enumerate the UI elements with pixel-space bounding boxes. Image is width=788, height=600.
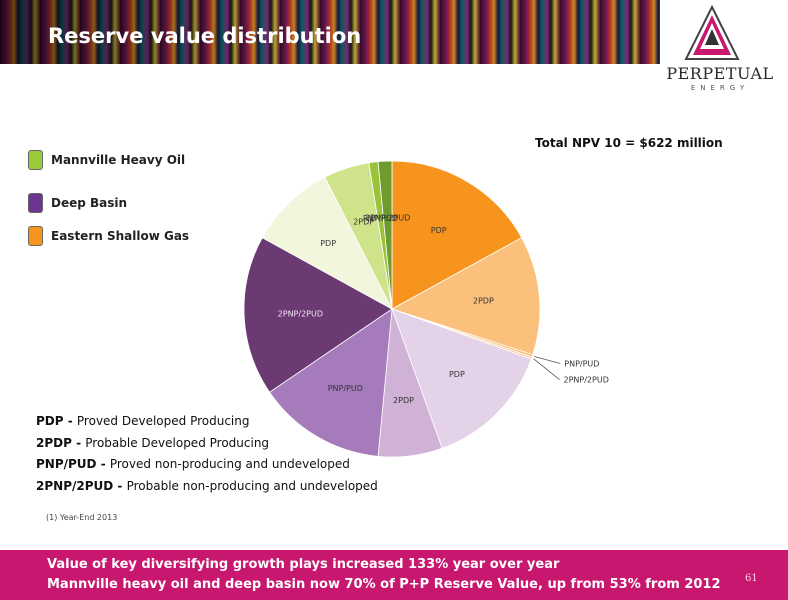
definition-term: PNP/PUD bbox=[36, 457, 97, 471]
footnote: (1) Year-End 2013 bbox=[46, 513, 118, 522]
pie-slice-label: 2PNP/2PUD bbox=[365, 213, 410, 222]
definition-row: 2PDP - Probable Developed Producing bbox=[36, 435, 270, 450]
definition-text: Proved Developed Producing bbox=[76, 414, 250, 428]
pie-slice bbox=[390, 237, 541, 356]
legend-item-eastern-shallow-gas: Eastern Shallow Gas bbox=[28, 226, 189, 246]
pie-slice bbox=[391, 160, 523, 310]
npv-total-label: Total NPV 10 = $622 million bbox=[535, 136, 723, 150]
legend-label: Eastern Shallow Gas bbox=[51, 229, 190, 243]
header-banner bbox=[0, 0, 660, 64]
legend-label: Deep Basin bbox=[51, 196, 128, 210]
pie-slice-label: 2PDP bbox=[393, 396, 414, 405]
legend-item-mannville: Mannville Heavy Oil bbox=[28, 150, 185, 170]
pie-slice-label: PNP/PUD bbox=[363, 214, 398, 223]
perpetual-logo-icon bbox=[684, 5, 740, 60]
footer-line-2: Mannville heavy oil and deep basin now 7… bbox=[47, 577, 721, 592]
logo-subtitle: ENERGY bbox=[690, 84, 750, 92]
logo-name: PERPETUAL bbox=[666, 64, 774, 83]
definition-text: Probable non-producing and undeveloped bbox=[126, 478, 378, 493]
pie-slice bbox=[391, 308, 532, 449]
pie-slice bbox=[377, 160, 393, 310]
definitions-list: PDP - Proved Developed Producing 2PDP - … bbox=[36, 411, 378, 497]
legend-swatch-deep-basin bbox=[28, 193, 43, 213]
pie-slice-label: 2PNP/2PUD bbox=[564, 376, 609, 385]
pie-slice-label: 2PNP/2PUD bbox=[278, 309, 323, 318]
definition-text: Proved non-producing and undeveloped bbox=[109, 457, 350, 471]
footer-banner bbox=[0, 550, 788, 600]
legend-swatch-mannville bbox=[28, 150, 43, 170]
definition-text: Probable Developed Producing bbox=[85, 435, 270, 450]
pie-slice-label: PDP bbox=[320, 239, 336, 248]
footer-line-1: Value of key diversifying growth plays i… bbox=[47, 557, 560, 572]
pie-slice-label: PDP bbox=[431, 226, 447, 235]
definition-row: PNP/PUD - Proved non-producing and undev… bbox=[36, 457, 350, 471]
page-title: Reserve value distribution bbox=[48, 24, 362, 48]
definition-term: PDP bbox=[36, 414, 64, 428]
pie-leader-line bbox=[533, 358, 560, 381]
pie-slice-label: 2PDP bbox=[473, 296, 494, 305]
pie-slice bbox=[243, 237, 393, 393]
definition-term: 2PDP bbox=[36, 435, 72, 450]
legend-swatch-eastern-shallow-gas bbox=[28, 226, 43, 246]
pie-slice-label: PDP bbox=[449, 370, 465, 379]
pie-slice-label: PNP/PUD bbox=[328, 384, 363, 393]
definition-row: 2PNP/2PUD - Probable non-producing and u… bbox=[36, 478, 378, 493]
pie-slice-label: 2PDP bbox=[353, 218, 374, 227]
pie-slice-label: PNP/PUD bbox=[564, 359, 599, 368]
pie-slice bbox=[269, 308, 393, 457]
pie-slice bbox=[261, 176, 393, 310]
legend-label: Mannville Heavy Oil bbox=[51, 153, 186, 167]
definition-row: PDP - Proved Developed Producing bbox=[36, 414, 250, 428]
page-number: 61 bbox=[745, 573, 758, 584]
legend-item-deep-basin: Deep Basin bbox=[28, 193, 127, 213]
definition-term: 2PNP/2PUD bbox=[36, 478, 114, 493]
pie-leader-line bbox=[534, 356, 561, 364]
